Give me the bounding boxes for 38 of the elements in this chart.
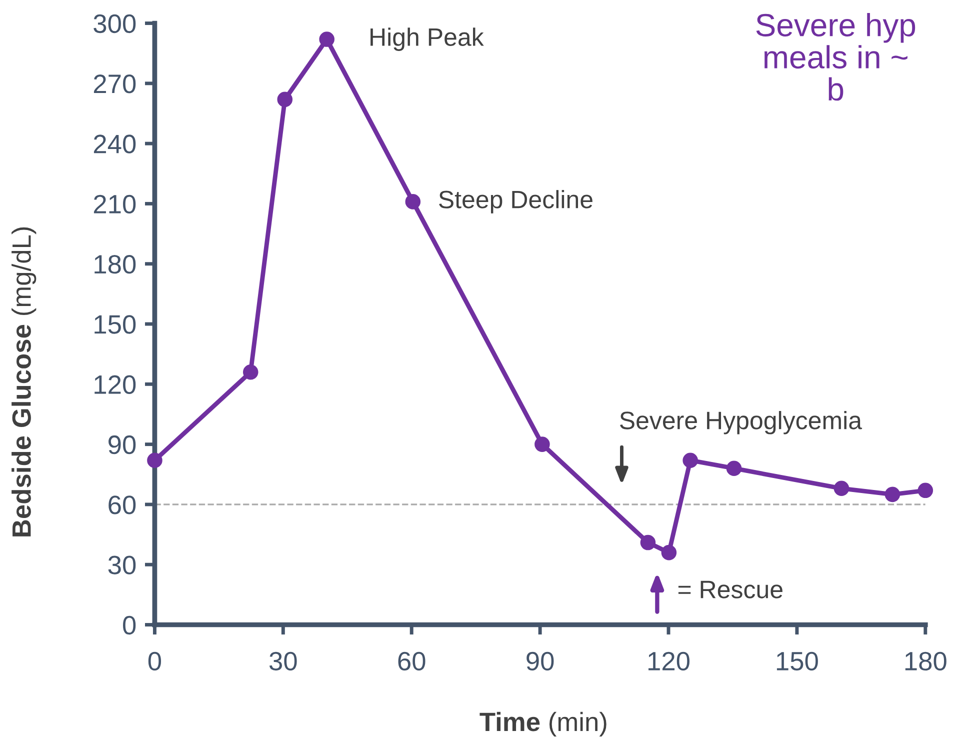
annotation: Steep Decline — [439, 190, 592, 214]
point — [884, 486, 900, 502]
x-tick-label: 60 — [398, 652, 426, 671]
point — [682, 452, 698, 468]
y-tick-label: 90 — [108, 435, 136, 454]
point — [640, 534, 656, 550]
y-tick-label: 210 — [94, 194, 136, 214]
y-tick-label: 150 — [94, 315, 136, 334]
x-tick-label: 120 — [648, 652, 690, 671]
x-tick-label: 30 — [269, 652, 297, 671]
y-axis-title: Bedside Glucose (mg/dL) — [12, 227, 36, 536]
point — [277, 92, 293, 108]
x-tick-label: 90 — [526, 652, 554, 671]
point — [534, 436, 550, 452]
y-tick-label: 60 — [108, 496, 136, 514]
point — [726, 460, 742, 476]
annotation: = Rescue — [678, 580, 782, 598]
x-tick-label: 150 — [776, 652, 818, 671]
annotation: High Peak — [370, 28, 484, 51]
point — [834, 480, 850, 496]
x-tick-label: 180 — [905, 652, 946, 671]
y-tick-label: 240 — [94, 134, 136, 154]
y-tick-label: 270 — [94, 74, 136, 94]
y-tick-label: 120 — [94, 375, 136, 394]
point — [405, 194, 421, 210]
point — [661, 544, 677, 560]
point — [918, 482, 934, 498]
y-tick-label: 30 — [108, 556, 136, 574]
y-tick-label: 300 — [94, 14, 136, 34]
point — [242, 364, 258, 380]
annotation: Severe Hypoglycemia — [620, 410, 862, 434]
y-tick-label: 180 — [94, 254, 136, 274]
x-tick-label: 0 — [148, 652, 162, 671]
point — [319, 32, 334, 47]
y-tick-label: 0 — [123, 616, 136, 635]
x-axis-title: Time (min) — [480, 712, 606, 736]
annotation: Severe hyp meals in ~ b — [756, 13, 916, 101]
point — [147, 452, 162, 468]
